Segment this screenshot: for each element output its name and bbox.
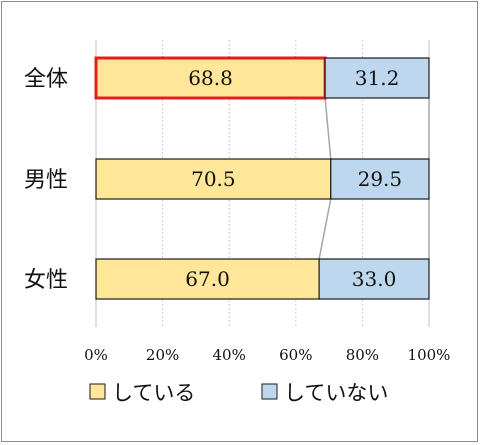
legend-label: している xyxy=(112,381,195,405)
x-tick-label: 100% xyxy=(408,346,451,364)
data-label: 31.2 xyxy=(355,66,400,90)
data-label: 29.5 xyxy=(358,167,403,191)
bar-segment xyxy=(318,258,430,300)
x-tick-label: 20% xyxy=(146,346,179,364)
x-tick-label: 40% xyxy=(213,346,246,364)
category-label: 全体 xyxy=(24,67,68,92)
x-tick-label: 80% xyxy=(346,346,379,364)
data-label: 33.0 xyxy=(352,267,397,291)
series-connector-line xyxy=(318,198,332,260)
bar-segment xyxy=(95,258,320,300)
bar-segment xyxy=(330,158,430,200)
series-connector-line xyxy=(324,97,332,160)
bar-segment xyxy=(324,57,430,99)
legend-swatch xyxy=(89,383,106,400)
data-label: 67.0 xyxy=(185,267,230,291)
x-tick-label: 60% xyxy=(279,346,312,364)
category-label: 男性 xyxy=(24,168,68,193)
x-tick-label: 0% xyxy=(84,346,108,364)
category-label: 女性 xyxy=(24,268,68,293)
legend-swatch xyxy=(261,383,278,400)
data-label: 70.5 xyxy=(191,167,236,191)
data-label: 68.8 xyxy=(188,66,233,90)
legend-label: していない xyxy=(284,381,388,405)
